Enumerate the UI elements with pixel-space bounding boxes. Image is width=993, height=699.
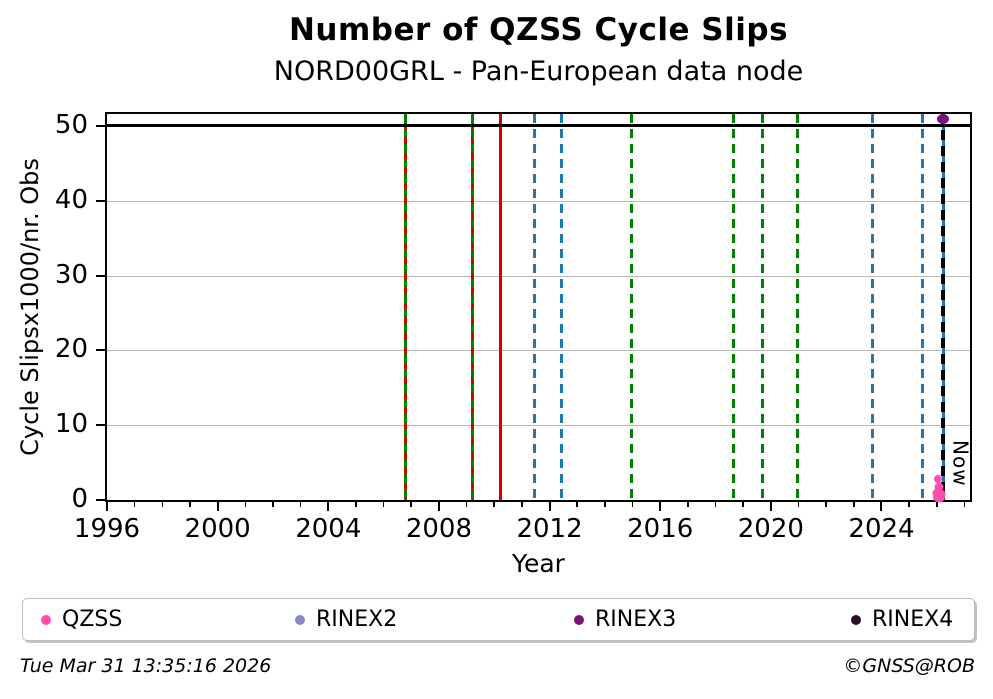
plot-draw-layer	[107, 114, 970, 500]
x-minor-tick	[161, 502, 164, 507]
x-minor-tick	[382, 502, 385, 507]
x-major-tick	[548, 502, 551, 511]
x-minor-tick	[189, 502, 191, 507]
event-line-blue-dashed	[559, 114, 563, 500]
x-major-tick	[769, 502, 772, 511]
x-minor-tick	[825, 502, 827, 507]
event-line-green-dashed-over-red	[403, 114, 407, 500]
legend-label: RINEX4	[872, 607, 954, 632]
x-tick-label: 1996	[73, 514, 141, 544]
event-line-blue-dashed	[921, 114, 925, 500]
y-gridline	[107, 425, 970, 427]
legend-box: QZSS RINEX2 RINEX3 RINEX4	[22, 598, 975, 641]
qzss-marker-icon	[41, 614, 51, 625]
x-minor-tick	[410, 502, 413, 507]
event-line-green-dashed	[732, 114, 735, 500]
x-tick-label: 2024	[848, 514, 915, 544]
x-minor-tick	[493, 502, 496, 507]
y-tick-label: 50	[54, 109, 88, 140]
x-minor-tick	[576, 502, 579, 507]
y-tick-label: 0	[71, 484, 88, 514]
legend-item-rinex3: RINEX3	[574, 599, 676, 640]
event-line-blue-dashed	[532, 114, 536, 500]
x-tick-label: 2000	[184, 514, 251, 544]
plot-area	[105, 112, 972, 502]
event-line-green-dashed	[796, 114, 800, 500]
x-minor-tick	[604, 502, 606, 507]
x-minor-tick	[797, 502, 800, 507]
x-major-tick	[437, 502, 440, 511]
x-minor-tick	[853, 502, 855, 507]
threshold-line-50	[107, 124, 970, 128]
event-line-red-solid	[498, 114, 502, 500]
y-tick	[96, 349, 105, 352]
plot-timestamp: Tue Mar 31 13:35:16 2026	[20, 655, 272, 677]
x-minor-tick	[355, 502, 357, 507]
x-axis-label: Year	[512, 549, 565, 578]
x-major-tick	[216, 502, 219, 511]
y-tick	[96, 499, 105, 501]
legend-label: QZSS	[62, 607, 123, 632]
x-minor-tick	[244, 502, 247, 507]
legend-item-rinex2: RINEX2	[295, 599, 397, 640]
x-minor-tick	[299, 502, 302, 507]
rinex3-marker-icon	[574, 614, 584, 625]
x-tick-label: 2004	[295, 514, 362, 544]
legend-item-qzss: QZSS	[41, 599, 122, 640]
y-tick	[96, 274, 105, 277]
legend-label: RINEX2	[316, 607, 398, 632]
x-tick-label: 2020	[737, 514, 804, 544]
x-tick-label: 2016	[627, 514, 694, 544]
event-line-green-dashed	[760, 114, 764, 500]
x-minor-tick	[521, 502, 523, 507]
legend-label: RINEX3	[595, 607, 677, 632]
x-minor-tick	[963, 502, 966, 507]
x-major-tick	[880, 502, 883, 511]
x-minor-tick	[687, 502, 689, 507]
x-minor-tick	[936, 502, 938, 507]
event-line-green-dashed-over-red	[471, 114, 475, 500]
x-minor-tick	[133, 502, 136, 507]
y-gridline	[107, 200, 970, 202]
x-major-tick	[106, 502, 108, 511]
credit-text: ©GNSS@ROB	[843, 655, 975, 677]
event-line-green-dashed	[630, 114, 634, 500]
x-tick-label: 2012	[516, 514, 583, 544]
y-gridline	[107, 350, 970, 352]
y-gridline	[107, 275, 970, 277]
y-tick	[96, 424, 105, 427]
event-line-blue-dashed	[871, 114, 875, 500]
chart-title: Number of QZSS Cycle Slips	[288, 12, 789, 48]
rinex4-marker-icon	[851, 614, 861, 625]
x-minor-tick	[714, 502, 717, 507]
y-axis-label: Cycle Slipsx1000/nr. Obs	[16, 158, 44, 456]
x-tick-label: 2008	[405, 514, 473, 544]
rinex2-marker-icon	[295, 614, 305, 625]
legend-item-rinex4: RINEX4	[851, 599, 953, 640]
y-tick	[96, 124, 105, 127]
x-minor-tick	[908, 502, 910, 507]
y-tick	[96, 199, 105, 202]
x-minor-tick	[465, 502, 468, 507]
chart-subtitle: NORD00GRL - Pan-European data node	[273, 56, 804, 87]
x-major-tick	[327, 502, 330, 511]
x-major-tick	[659, 502, 662, 511]
x-minor-tick	[272, 502, 274, 507]
x-minor-tick	[742, 502, 744, 507]
x-minor-tick	[631, 502, 634, 507]
now-line	[941, 114, 946, 500]
